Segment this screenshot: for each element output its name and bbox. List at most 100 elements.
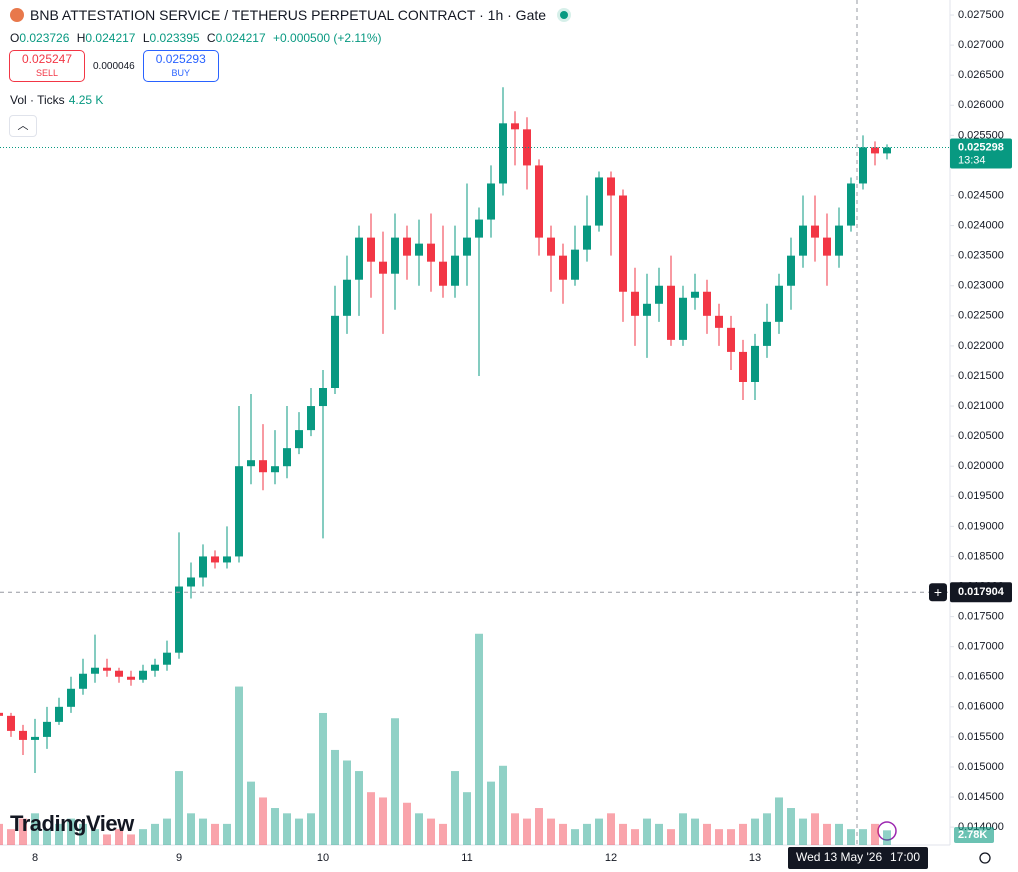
- candle-body: [343, 279, 351, 316]
- candle-body: [883, 147, 891, 154]
- y-tick-label: 0.023500: [958, 250, 1004, 262]
- volume-bar: [583, 823, 591, 845]
- volume-bar: [727, 829, 735, 845]
- volume-bar: [235, 686, 243, 845]
- volume-bar: [67, 818, 75, 845]
- volume-bar: [475, 633, 483, 845]
- y-tick-label: 0.016500: [958, 671, 1004, 683]
- volume-bar: [655, 823, 663, 845]
- volume-bar: [487, 781, 495, 845]
- y-tick-label: 0.020000: [958, 460, 1004, 472]
- candle-body: [559, 255, 567, 280]
- volume-bar: [367, 792, 375, 845]
- buy-button[interactable]: 0.025293 BUY: [142, 50, 219, 82]
- volume-label: 2.78K: [958, 829, 987, 841]
- candle-body: [31, 736, 39, 740]
- y-tick-label: 0.026000: [958, 99, 1004, 111]
- flash-icon[interactable]: [877, 821, 897, 841]
- volume-bar: [571, 829, 579, 845]
- volume-bar: [91, 829, 99, 845]
- volume-bar: [127, 834, 135, 845]
- volume-bar: [859, 829, 867, 845]
- candle-body: [847, 183, 855, 226]
- candle-body: [619, 195, 627, 292]
- volume-label-box: [954, 827, 994, 843]
- candle-body: [175, 586, 183, 653]
- volume-bar: [343, 760, 351, 845]
- volume-bar: [175, 771, 183, 845]
- volume-bar: [463, 792, 471, 845]
- y-tick-label: 0.023000: [958, 280, 1004, 292]
- ohlc-label: H: [76, 31, 86, 45]
- y-tick-label: 0.027500: [958, 9, 1004, 21]
- y-tick-label: 0.015000: [958, 761, 1004, 773]
- candle-body: [571, 249, 579, 280]
- candle-body: [607, 177, 615, 196]
- volume-bar: [631, 829, 639, 845]
- volume-bar: [139, 829, 147, 845]
- ohlc-value: 0.023726: [19, 31, 70, 45]
- candle-body: [535, 165, 543, 238]
- collapse-button[interactable]: ︿: [9, 115, 37, 137]
- candle-body: [259, 460, 267, 473]
- volume-bar: [535, 808, 543, 845]
- buy-label: BUY: [171, 68, 190, 78]
- candle-body: [211, 556, 219, 563]
- candle-body: [67, 688, 75, 707]
- volume-bar: [271, 808, 279, 845]
- volume-bar: [691, 818, 699, 845]
- volume-bar: [79, 823, 87, 845]
- candle-body: [499, 123, 507, 184]
- candle-body: [403, 237, 411, 256]
- sell-label: SELL: [35, 68, 59, 78]
- candle-body: [139, 670, 147, 680]
- spread: 0.000046: [93, 60, 135, 72]
- crosshair-date: Wed 13 May '26: [796, 850, 882, 864]
- volume-bar: [427, 818, 435, 845]
- volume-bar: [187, 813, 195, 845]
- x-tick-label: 13: [749, 852, 761, 864]
- volume-bar: [547, 818, 555, 845]
- y-tick-label: 0.024000: [958, 219, 1004, 231]
- volume-bar: [811, 813, 819, 845]
- candle-body: [595, 177, 603, 226]
- volume-bar: [799, 818, 807, 845]
- volume-bar: [55, 823, 63, 845]
- symbol-logo: [10, 8, 24, 22]
- candle-body: [655, 285, 663, 304]
- y-tick-label: 0.018500: [958, 550, 1004, 562]
- candle-body: [787, 255, 795, 286]
- candle-body: [463, 237, 471, 256]
- trade-panel: 0.025247 SELL 0.000046 0.025293 BUY: [9, 50, 219, 82]
- header: BNB ATTESTATION SERVICE / TETHERUS PERPE…: [10, 7, 569, 23]
- crosshair-time-box: [788, 847, 928, 869]
- symbol-title: BNB ATTESTATION SERVICE / TETHERUS PERPE…: [30, 7, 547, 23]
- candle-body: [775, 285, 783, 322]
- y-tick-label: 0.022500: [958, 310, 1004, 322]
- volume-bar: [391, 718, 399, 845]
- y-tick-label: 0.024500: [958, 189, 1004, 201]
- volume-bar: [211, 823, 219, 845]
- ohlc-legend: O0.023726 H0.024217 L0.023395 C0.024217 …: [10, 31, 386, 45]
- y-tick-label: 0.017000: [958, 641, 1004, 653]
- candle-body: [487, 183, 495, 220]
- candle-body: [115, 670, 123, 677]
- volume-bar: [151, 823, 159, 845]
- settings-icon[interactable]: [979, 852, 991, 864]
- candle-body: [355, 237, 363, 280]
- volume-bar: [283, 813, 291, 845]
- volume-bar: [415, 813, 423, 845]
- volume-bar: [247, 781, 255, 845]
- ohlc-value: 0.024217: [215, 31, 266, 45]
- y-tick-label: 0.014500: [958, 791, 1004, 803]
- volume-bar: [763, 813, 771, 845]
- sell-button[interactable]: 0.025247 SELL: [9, 50, 85, 82]
- volume-bar: [523, 818, 531, 845]
- volume-bar: [199, 818, 207, 845]
- y-tick-label: 0.017500: [958, 610, 1004, 622]
- candle-body: [631, 291, 639, 316]
- y-tick-label: 0.021500: [958, 370, 1004, 382]
- last-price-label: 0.025298: [958, 141, 1004, 153]
